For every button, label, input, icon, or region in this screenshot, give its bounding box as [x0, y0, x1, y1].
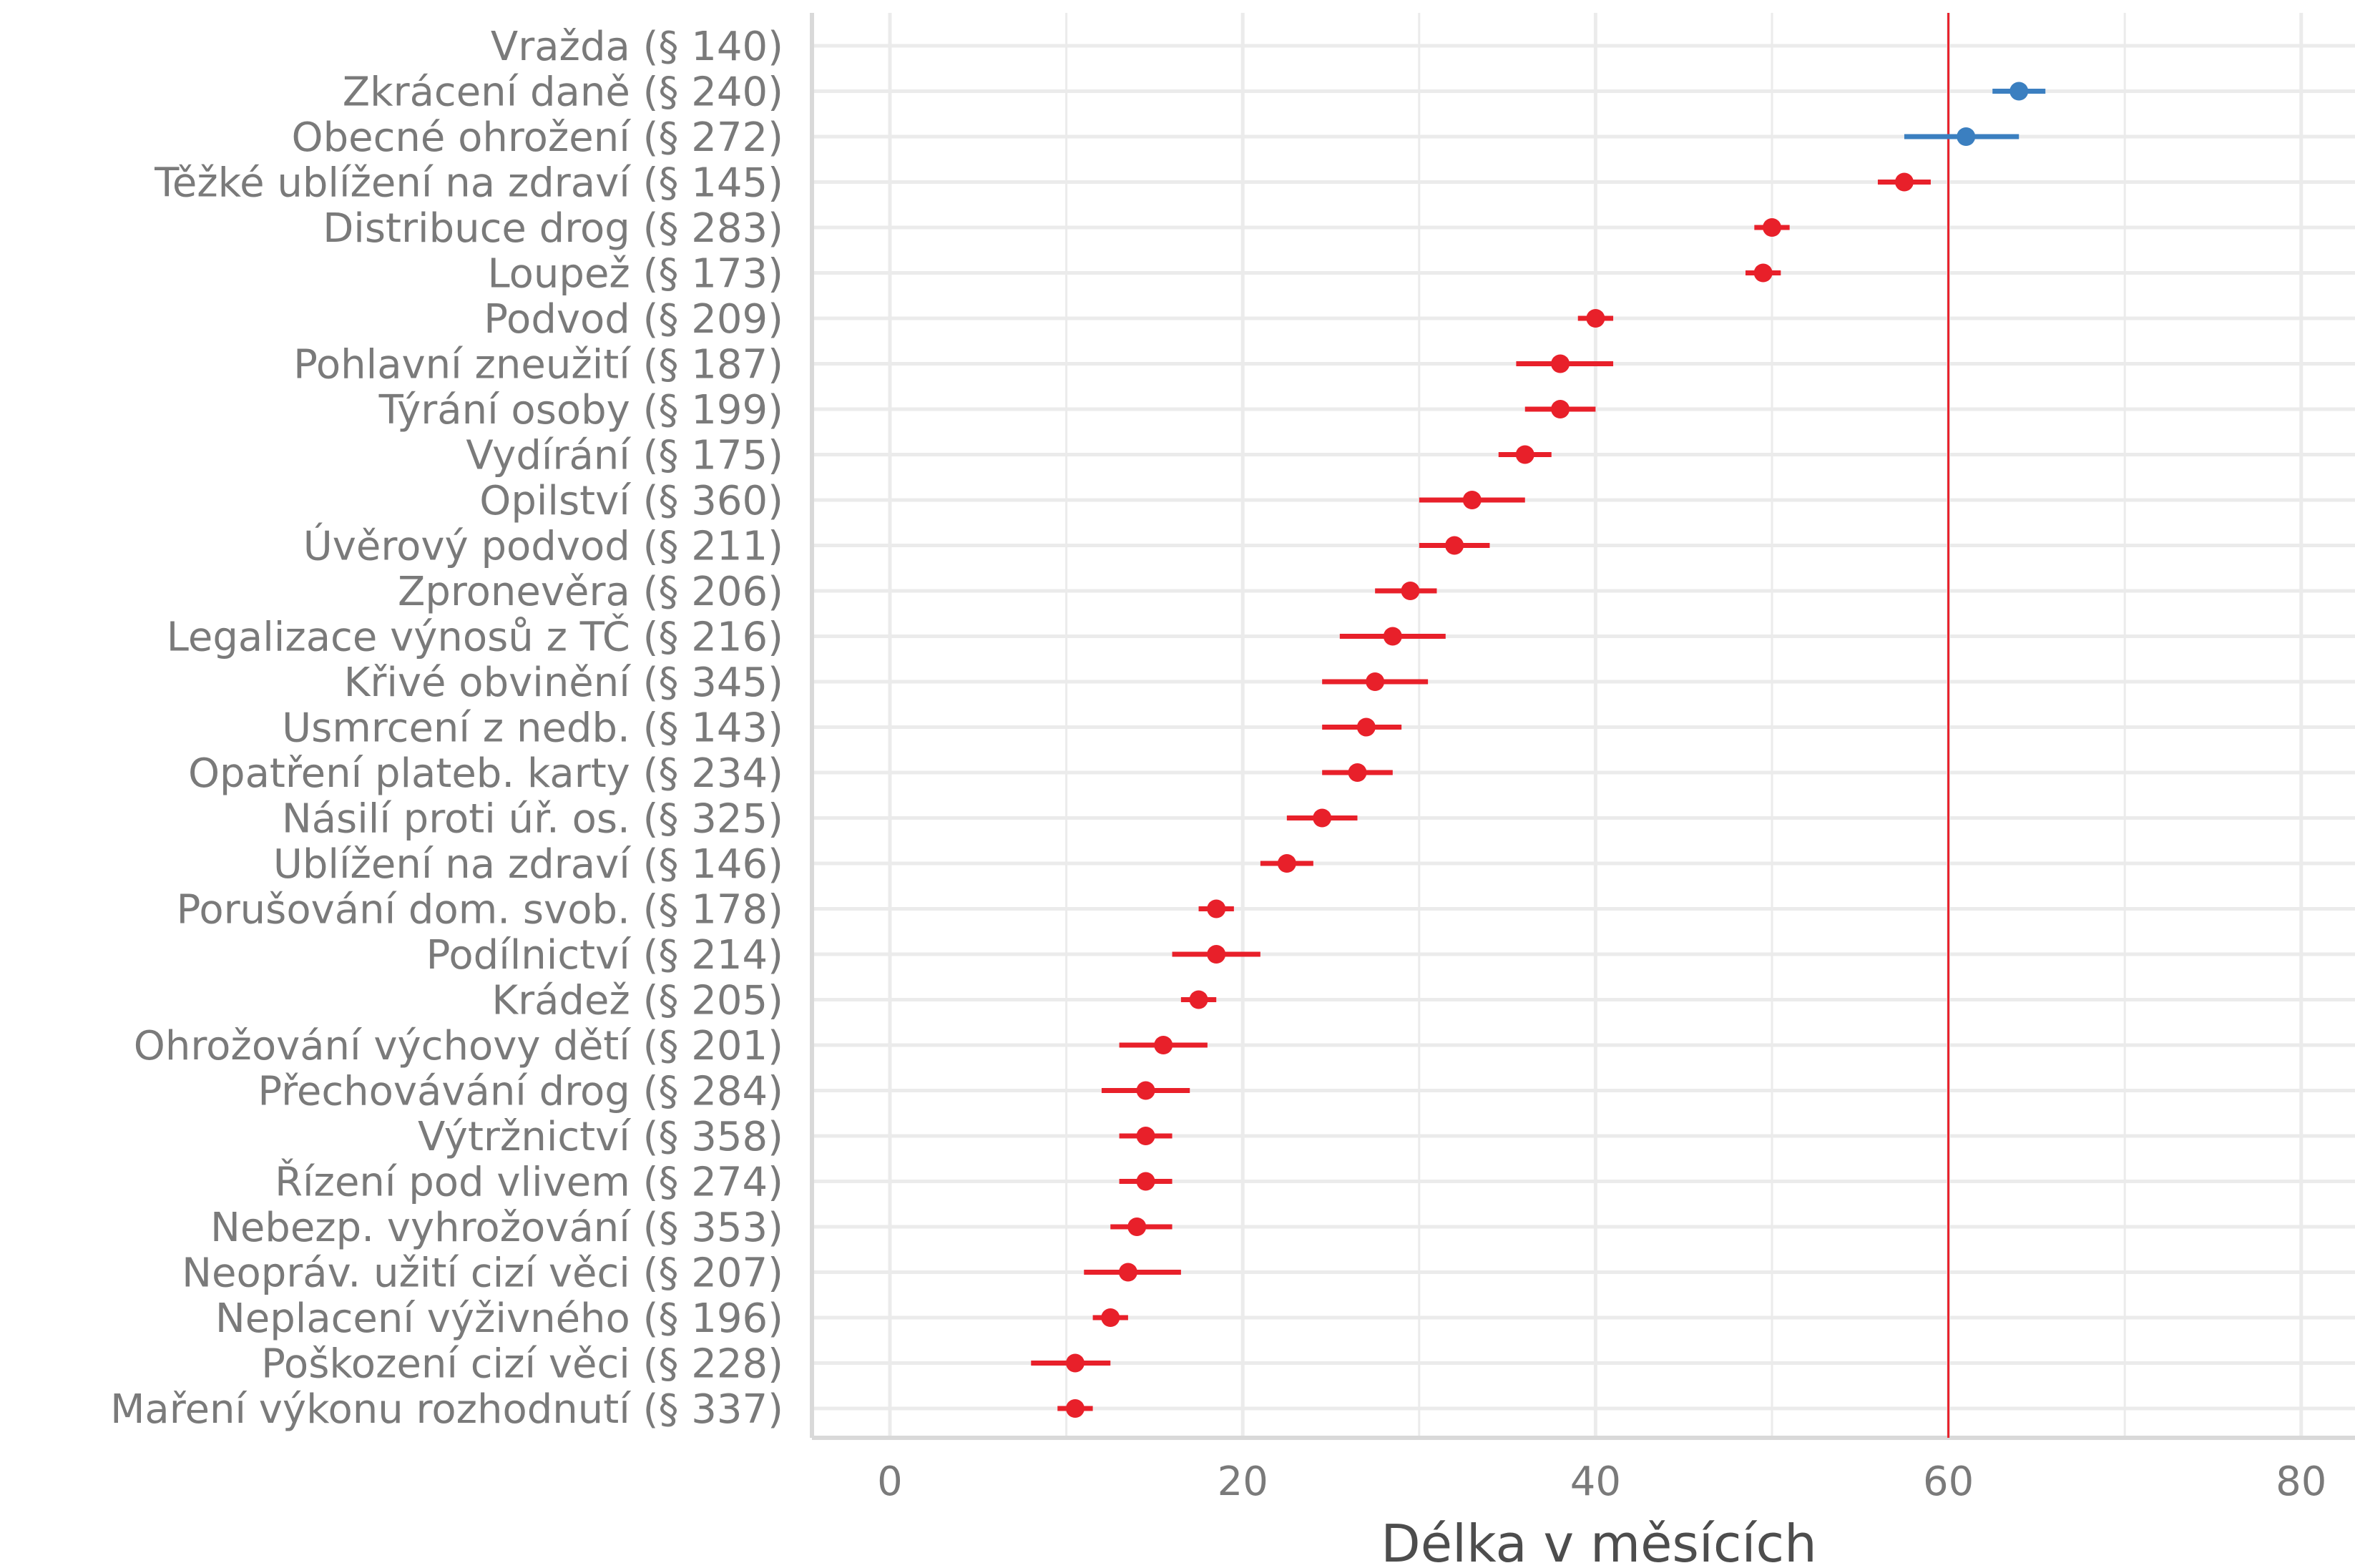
category-label: Úvěrový podvod (§ 211) — [303, 524, 783, 570]
data-point — [1189, 990, 1208, 1009]
category-label: Těžké ublížení na zdraví (§ 145) — [154, 160, 783, 207]
category-label: Poškození cizí věci (§ 228) — [261, 1341, 783, 1388]
category-label: Podílnictví (§ 214) — [426, 932, 783, 979]
category-label: Zkrácení daně (§ 240) — [343, 69, 783, 116]
data-point — [1154, 1036, 1173, 1054]
category-label: Porušování dom. svob. (§ 178) — [177, 887, 783, 934]
data-point — [1462, 491, 1482, 509]
x-tick-label: 20 — [1218, 1459, 1268, 1505]
category-label: Křivé obvinění (§ 345) — [344, 660, 783, 706]
category-label: Vydírání (§ 175) — [466, 433, 783, 479]
data-point — [1551, 354, 1570, 373]
x-tick-label: 40 — [1570, 1459, 1621, 1505]
data-point — [1763, 218, 1781, 237]
data-point — [1348, 763, 1367, 782]
x-tick-label: 80 — [2276, 1459, 2326, 1505]
gridlines — [812, 13, 2355, 1438]
x-tick-label: 0 — [877, 1459, 903, 1505]
category-labels: Vražda (§ 140)Zkrácení daně (§ 240)Obecn… — [110, 24, 783, 1433]
data-point — [1065, 1399, 1085, 1418]
data-point — [1586, 309, 1605, 328]
category-label: Násilí proti úř. os. (§ 325) — [282, 796, 783, 843]
category-label: Pohlavní zneužití (§ 187) — [293, 342, 783, 388]
data-point — [1136, 1081, 1155, 1100]
category-label: Loupež (§ 173) — [487, 251, 783, 298]
category-label: Neplacení výživného (§ 196) — [215, 1295, 783, 1342]
x-axis-title: Délka v měsících — [1381, 1514, 1816, 1564]
category-label: Krádež (§ 205) — [491, 978, 783, 1024]
data-point — [1551, 400, 1570, 418]
x-tick-label: 60 — [1923, 1459, 1974, 1505]
category-label: Ohrožování výchovy dětí (§ 201) — [134, 1023, 783, 1069]
category-label: Usmrcení z nedb. (§ 143) — [282, 705, 783, 752]
data-point — [1445, 536, 1464, 555]
category-label: Opilství (§ 360) — [479, 478, 783, 524]
x-tick-labels: 020406080100120140160 — [877, 1459, 2326, 1505]
category-label: Maření výkonu rozhodnutí (§ 337) — [110, 1386, 783, 1433]
category-label: Výtržnictví (§ 358) — [418, 1114, 783, 1160]
category-label: Obecné ohrožení (§ 272) — [291, 114, 783, 161]
category-label: Distribuce drog (§ 283) — [323, 205, 783, 252]
category-label: Vražda (§ 140) — [491, 24, 783, 70]
data-point — [1101, 1308, 1120, 1327]
data-point — [1118, 1263, 1137, 1282]
data-point — [1207, 945, 1226, 964]
data-point — [1515, 445, 1534, 464]
data-point — [1383, 627, 1402, 646]
category-label: Přechovávání drog (§ 284) — [258, 1069, 783, 1115]
category-label: Řízení pod vlivem (§ 274) — [275, 1160, 783, 1206]
data-point — [1136, 1172, 1155, 1191]
category-label: Opatření plateb. karty (§ 234) — [188, 750, 783, 797]
category-label: Týrání osoby (§ 199) — [378, 387, 783, 433]
data-point — [1894, 172, 1914, 192]
category-label: Legalizace výnosů z TČ (§ 216) — [167, 614, 783, 661]
data-marks — [1031, 82, 2046, 1418]
axes — [810, 13, 2355, 1440]
category-label: Zpronevěra (§ 206) — [398, 569, 783, 615]
data-point — [1401, 582, 1420, 600]
data-point — [1127, 1217, 1147, 1236]
data-point — [1957, 127, 1976, 146]
data-point — [1356, 717, 1376, 737]
data-point — [1277, 854, 1296, 873]
category-label: Ublížení na zdraví (§ 146) — [273, 841, 783, 888]
data-point — [2009, 82, 2029, 101]
data-point — [1065, 1353, 1085, 1373]
data-point — [1366, 672, 1385, 691]
data-point — [1753, 263, 1773, 283]
category-label: Nebezp. vyhrožování (§ 353) — [210, 1205, 783, 1251]
data-point — [1207, 899, 1226, 918]
category-label: Neopráv. užití cizí věci (§ 207) — [182, 1250, 783, 1297]
data-point — [1313, 808, 1332, 828]
category-label: Podvod (§ 209) — [484, 296, 783, 343]
data-point — [1136, 1127, 1155, 1145]
